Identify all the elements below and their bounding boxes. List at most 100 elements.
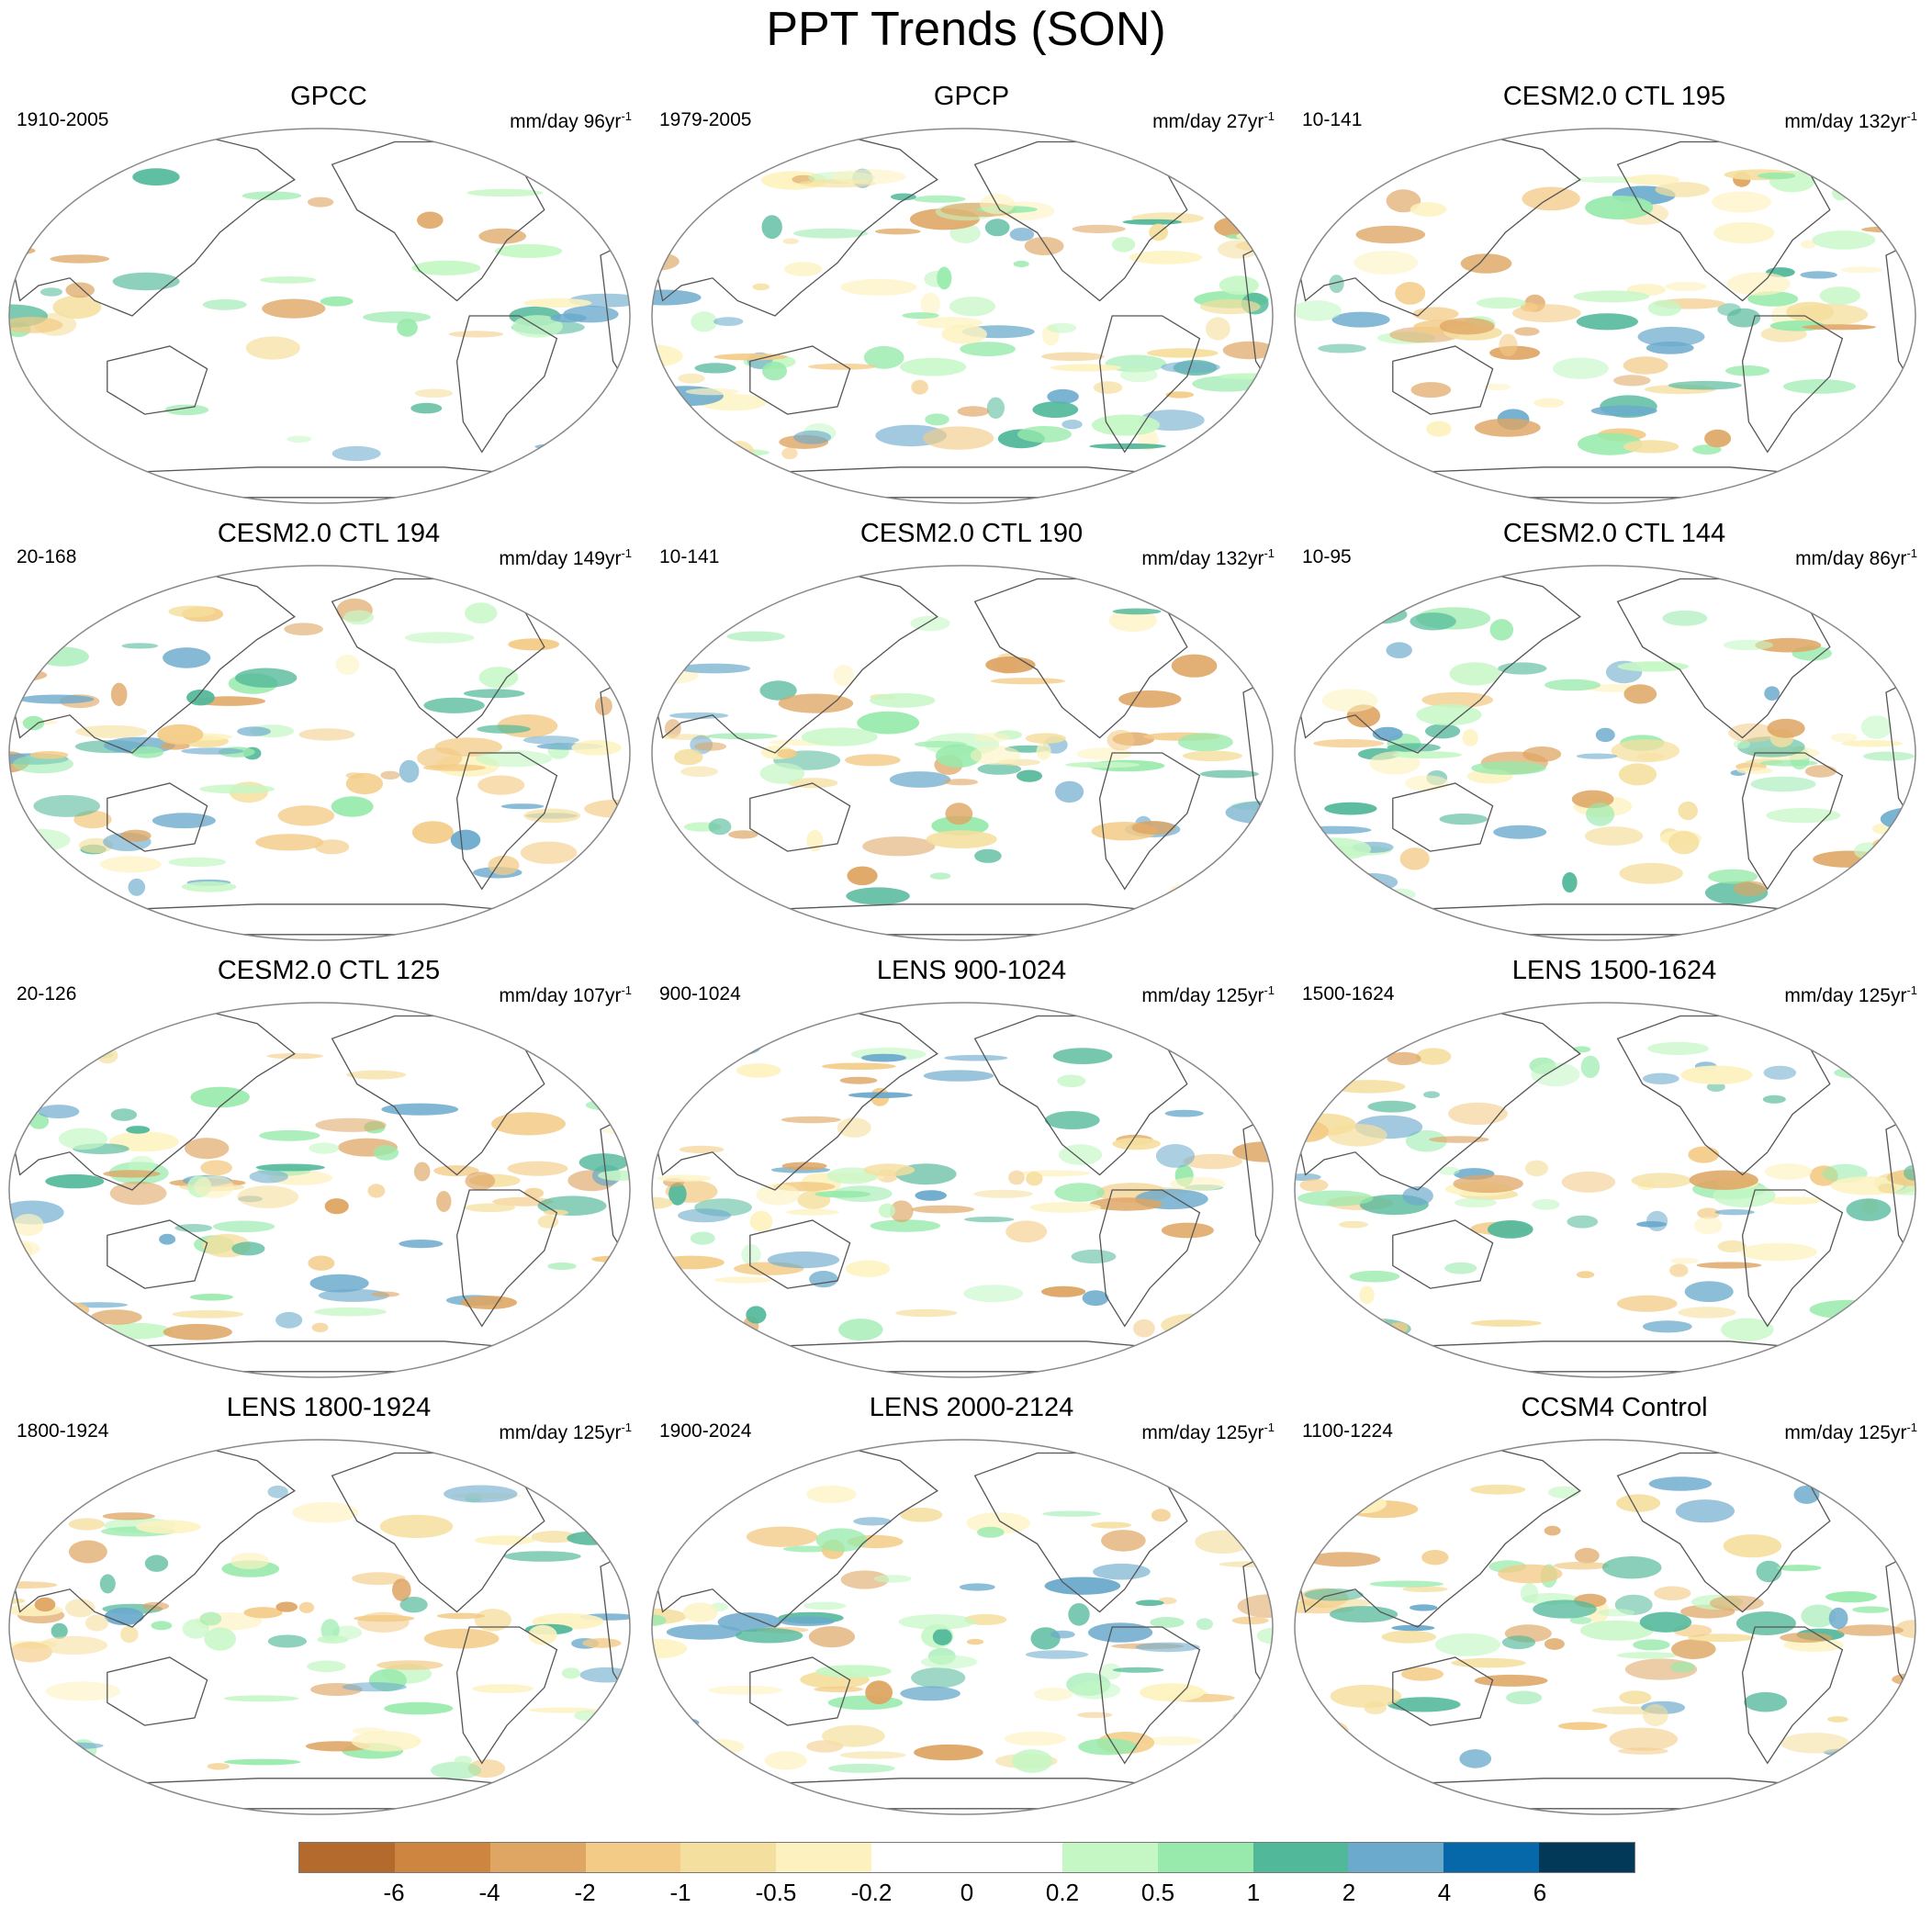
- trend-contour: [1837, 1624, 1904, 1636]
- trend-contour: [685, 387, 739, 396]
- panel-title: GPCC: [290, 82, 367, 111]
- trend-contour: [346, 1070, 407, 1080]
- colorbar-tick-label: 6: [1533, 1879, 1547, 1906]
- trend-contour: [1768, 1196, 1822, 1205]
- panel-units-text: mm/day 27yr: [1152, 111, 1264, 132]
- trend-contour: [1533, 398, 1565, 408]
- trend-contour: [1135, 1642, 1200, 1653]
- trend-contour: [478, 228, 526, 244]
- trend-contour: [973, 733, 1009, 743]
- trend-contour: [1850, 1309, 1915, 1319]
- trend-contour: [839, 1751, 906, 1759]
- trend-contour: [1574, 1547, 1600, 1564]
- trend-contour: [652, 1560, 664, 1569]
- trend-contour: [1532, 1198, 1560, 1210]
- trend-contour: [1044, 1577, 1121, 1595]
- trend-contour: [808, 363, 877, 370]
- trend-contour: [1750, 776, 1816, 792]
- trend-contour: [1402, 1185, 1433, 1206]
- trend-contour: [674, 748, 703, 766]
- trend-contour: [582, 1502, 630, 1510]
- trend-contour: [1192, 376, 1261, 392]
- trend-contour: [172, 1309, 244, 1319]
- trend-contour: [1231, 1616, 1269, 1625]
- trend-contour: [1233, 1072, 1273, 1092]
- trend-contour: [1050, 1630, 1075, 1639]
- trend-contour: [1863, 751, 1915, 761]
- trend-contour: [392, 1578, 411, 1601]
- map-background: [9, 1440, 630, 1814]
- trend-contour: [1133, 1319, 1155, 1338]
- trend-contour: [1524, 1160, 1548, 1177]
- trend-contour: [857, 711, 920, 735]
- trend-contour: [782, 1545, 834, 1553]
- trend-contour: [1410, 382, 1452, 398]
- map-panel: CESM2.0 CTL 190 10-141 mm/day 132yr-1: [650, 518, 1293, 949]
- trend-contour: [1498, 662, 1547, 675]
- trend-contour: [1522, 746, 1562, 762]
- trend-contour: [1756, 1560, 1782, 1583]
- map-panel: CESM2.0 CTL 125 20-126 mm/day 107yr-1: [7, 955, 650, 1386]
- trend-contour: [1735, 1611, 1796, 1635]
- panel-units-exponent: -1: [1906, 546, 1917, 560]
- trend-contour: [520, 841, 578, 864]
- trend-contour: [464, 1203, 516, 1213]
- trend-contour: [1669, 1263, 1689, 1277]
- world-map: [1294, 565, 1916, 941]
- trend-contour: [837, 1117, 871, 1138]
- trend-contour: [12, 754, 73, 774]
- trend-contour: [213, 1220, 275, 1233]
- world-map: [1294, 1439, 1916, 1815]
- trend-contour: [1042, 1510, 1102, 1517]
- panel-period: 1100-1224: [1302, 1420, 1393, 1442]
- trend-contour: [1611, 739, 1680, 763]
- trend-contour: [1213, 632, 1248, 640]
- map-panel: LENS 1800-1924 1800-1924 mm/day 125yr-1: [7, 1392, 650, 1824]
- trend-contour: [911, 1205, 974, 1214]
- trend-contour: [343, 610, 375, 625]
- trend-contour: [914, 1744, 983, 1761]
- trend-contour: [9, 317, 63, 333]
- trend-contour: [1488, 1220, 1533, 1239]
- trend-contour: [1780, 1633, 1833, 1643]
- trend-contour: [309, 1274, 369, 1293]
- trend-contour: [679, 1145, 724, 1153]
- trend-contour: [1601, 1556, 1662, 1579]
- panel-units: mm/day 132yr-1: [1141, 542, 1275, 571]
- panel-period: 10-95: [1302, 546, 1352, 567]
- trend-contour: [1339, 1220, 1368, 1229]
- panel-period: 1979-2005: [659, 109, 752, 130]
- trend-contour: [1303, 1747, 1332, 1756]
- trend-contour: [1211, 634, 1269, 647]
- trend-contour: [762, 361, 787, 381]
- trend-contour: [1617, 661, 1690, 672]
- colorbar-tick-label: 0: [960, 1879, 974, 1906]
- trend-contour: [1554, 1561, 1610, 1570]
- trend-contour: [52, 295, 102, 320]
- trend-contour: [1726, 308, 1761, 328]
- coastline: [1741, 752, 1844, 891]
- trend-contour: [1044, 1111, 1100, 1129]
- trend-contour: [1119, 367, 1158, 383]
- trend-contour: [571, 740, 622, 756]
- trend-contour: [974, 848, 1002, 863]
- trend-contour: [900, 1686, 960, 1701]
- trend-contour: [128, 878, 146, 896]
- trend-contour: [1041, 352, 1105, 362]
- trend-contour: [242, 191, 302, 200]
- trend-contour: [1244, 1270, 1273, 1278]
- trend-contour: [1904, 1164, 1915, 1181]
- trend-contour: [1013, 260, 1029, 268]
- trend-contour: [741, 1244, 761, 1265]
- trend-contour: [417, 747, 463, 769]
- trend-contour: [682, 1602, 718, 1622]
- panel-period: 1500-1624: [1302, 983, 1395, 1005]
- trend-contour: [448, 331, 504, 338]
- trend-contour: [977, 1526, 1005, 1538]
- trend-contour: [652, 870, 699, 882]
- trend-contour: [185, 1138, 230, 1160]
- trend-contour: [68, 1540, 107, 1564]
- trend-contour: [45, 1173, 105, 1189]
- panel-units-text: mm/day 86yr: [1795, 548, 1907, 569]
- map-outline: [8, 565, 631, 941]
